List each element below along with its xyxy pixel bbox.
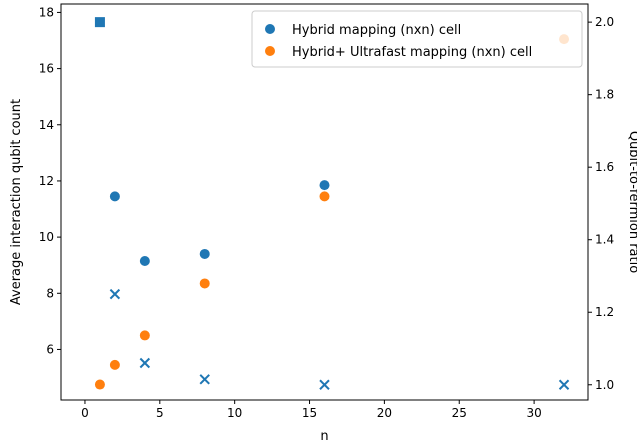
y-tick-label: 16: [39, 62, 54, 76]
series-1-point-3: [199, 278, 210, 289]
x-marker-stroke: [109, 288, 121, 300]
y-tick-label: 18: [39, 5, 54, 19]
plot-frame: [60, 3, 589, 401]
series-3-point-0: [94, 17, 105, 28]
y-tick-label: 14: [39, 118, 54, 132]
data-marks: [94, 17, 570, 390]
series-2-point-4: [558, 379, 570, 390]
series-2-point-3: [319, 379, 330, 390]
legend-label-hybrid: Hybrid mapping (nxn) cell: [292, 23, 461, 38]
y2-tick-label: 2.0: [595, 15, 614, 29]
x-tick-label: 20: [377, 406, 392, 420]
legend-marker-hybrid-ultrafast: [265, 46, 275, 56]
y2-tick-label: 1.2: [595, 305, 614, 319]
x-tick-label: 15: [302, 406, 317, 420]
legend: Hybrid mapping (nxn) cell Hybrid+ Ultraf…: [251, 10, 583, 68]
series-1-point-4: [319, 191, 330, 202]
series-1-point-0: [94, 379, 105, 390]
y-tick-label: 6: [46, 342, 54, 356]
y2-tick-label: 1.8: [595, 88, 614, 102]
y2-tick-label: 1.4: [595, 233, 614, 247]
y-tick-label: 8: [46, 286, 54, 300]
x-marker-stroke: [558, 379, 570, 390]
x-marker-stroke: [319, 379, 330, 390]
series-0-point-3: [319, 180, 330, 191]
series-0-point-1: [139, 255, 150, 266]
y-tick-label: 12: [39, 174, 54, 188]
x-tick-label: 10: [227, 406, 242, 420]
legend-label-hybrid-ultrafast: Hybrid+ Ultrafast mapping (nxn) cell: [292, 45, 532, 60]
x-tick-label: 5: [156, 406, 164, 420]
x-marker-stroke: [199, 374, 210, 385]
series-1-point-1: [109, 359, 120, 370]
x-tick-label: 0: [81, 406, 89, 420]
series-2-point-1: [139, 357, 151, 369]
x-tick-label: 30: [526, 406, 541, 420]
x-marker-stroke: [139, 357, 151, 369]
series-2-point-0: [109, 288, 121, 300]
y2-tick-label: 1.0: [595, 378, 614, 392]
series-0-point-2: [199, 248, 210, 259]
series-0-point-0: [109, 191, 120, 202]
series-2-point-2: [199, 374, 210, 385]
series-1-point-2: [139, 330, 150, 341]
axes: 0 5 10 15 20 25 30 6 8 10 12 14 16 18 1.0 1.2 1.4 1.6 1.8 2…: [39, 3, 614, 420]
legend-marker-hybrid: [265, 24, 275, 34]
y2-tick-label: 1.6: [595, 160, 614, 174]
y-tick-label: 10: [39, 230, 54, 244]
x-tick-label: 25: [452, 406, 467, 420]
legend-box: [251, 10, 583, 68]
x-axis-title: n: [320, 429, 328, 442]
y2-axis-title: Qubit-to-fermion ratio: [626, 131, 637, 273]
y-axis-title: Average interaction qubit count: [9, 99, 24, 305]
